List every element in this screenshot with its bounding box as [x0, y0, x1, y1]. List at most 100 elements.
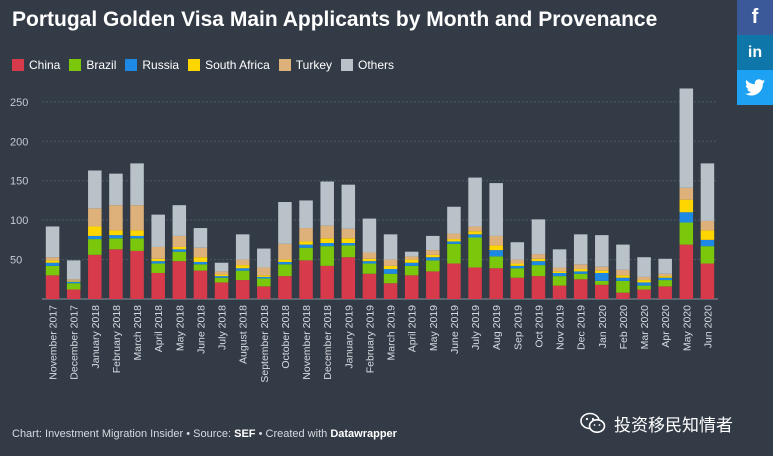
bar-segment: [278, 243, 292, 260]
x-tick-label: Oct 2019: [533, 305, 545, 348]
bar-segment: [595, 266, 609, 271]
bar-segment: [404, 256, 419, 260]
facebook-icon: f: [751, 6, 759, 28]
bar-segment: [278, 259, 292, 262]
bar-segment: [235, 270, 250, 281]
bar-segment: [109, 249, 123, 299]
x-tick-label: January 2018: [90, 305, 102, 369]
bar-segment: [658, 280, 672, 287]
bar-segment: [193, 261, 208, 265]
bar-segment: [616, 275, 630, 278]
y-tick-label: 100: [10, 215, 28, 227]
bar-segment: [447, 241, 461, 244]
bar-segment: [214, 271, 229, 275]
bar-segment: [489, 256, 503, 269]
bar-segment: [109, 235, 123, 239]
bar-segment: [595, 270, 609, 273]
bar-segment: [573, 264, 588, 270]
bar-segment: [45, 265, 60, 276]
bar-segment: [510, 263, 525, 266]
bar-segment: [45, 275, 60, 299]
bar-segment: [193, 228, 208, 248]
bar-segment: [109, 173, 123, 206]
bar-segment: [299, 260, 313, 299]
bar-segment: [193, 270, 208, 299]
bar-segment: [383, 283, 398, 299]
bar-segment: [130, 250, 144, 299]
x-tick-label: April 2019: [407, 305, 419, 352]
bar-segment: [88, 226, 102, 236]
chart-title: Portugal Golden Visa Main Applicants by …: [12, 8, 658, 31]
bar-segment: [45, 257, 60, 261]
bar-segment: [362, 261, 377, 264]
bar-segment: [552, 285, 567, 299]
bar-segment: [426, 250, 440, 255]
bar-segment: [447, 243, 461, 264]
chart-footer: Chart: Investment Migration Insider • So…: [12, 428, 397, 440]
bar-segment: [573, 273, 588, 280]
x-tick-label: Nov 2019: [555, 305, 567, 350]
legend-item-russia: Russia: [125, 58, 179, 72]
bar-segment: [299, 200, 313, 229]
bar-segment: [404, 265, 419, 276]
bar-segment: [320, 181, 334, 226]
bar-segment: [257, 286, 271, 299]
bar-segment: [151, 258, 165, 262]
bar-segment: [637, 282, 651, 286]
x-tick-label: June 2018: [195, 305, 207, 354]
legend-swatch: [69, 59, 82, 71]
bar-segment: [320, 225, 334, 239]
bar-segment: [172, 249, 187, 252]
bar-segment: [447, 233, 461, 240]
x-tick-label: October 2018: [280, 305, 292, 369]
bar-segment: [214, 276, 229, 278]
bar-segment: [341, 245, 356, 258]
bar-segment: [383, 259, 398, 266]
x-tick-label: May 2018: [174, 305, 186, 351]
bar-segment: [531, 219, 546, 255]
x-tick-label: April 2018: [153, 305, 165, 352]
bar-segment: [489, 183, 503, 236]
bar-segment: [510, 259, 525, 264]
bar-segment: [66, 281, 81, 284]
bar-segment: [214, 277, 229, 283]
bar-segment: [700, 220, 715, 231]
bar-segment: [531, 261, 546, 266]
bar-segment: [383, 269, 398, 274]
bar-segment: [573, 279, 588, 299]
bar-segment: [193, 247, 208, 258]
x-tick-label: September 2018: [259, 305, 271, 383]
bar-segment: [531, 265, 546, 277]
bar-segment: [404, 259, 419, 263]
bar-segment: [552, 249, 567, 268]
x-tick-label: Sep 2019: [512, 305, 524, 350]
bar-segment: [278, 276, 292, 299]
legend-item-others: Others: [341, 58, 394, 72]
y-tick-label: 250: [10, 97, 28, 109]
bar-segment: [426, 271, 440, 299]
x-tick-label: July 2018: [217, 305, 229, 350]
bar-segment: [426, 260, 440, 272]
bar-segment: [595, 284, 609, 299]
bar-segment: [531, 254, 546, 259]
bar-segment: [404, 262, 419, 266]
bar-segment: [88, 170, 102, 209]
x-tick-label: Apr 2020: [660, 305, 672, 348]
legend-item-south-africa: South Africa: [188, 58, 270, 72]
bar-segment: [278, 261, 292, 265]
bar-segment: [362, 252, 377, 259]
bar-segment: [700, 239, 715, 247]
bar-segment: [151, 261, 165, 264]
footer-tool[interactable]: Datawrapper: [330, 428, 397, 440]
linkedin-share-button[interactable]: in: [737, 35, 773, 70]
bar-segment: [637, 257, 651, 277]
bar-segment: [404, 251, 419, 257]
bar-segment: [299, 247, 313, 261]
bar-segment: [151, 272, 165, 299]
bar-segment: [404, 275, 419, 299]
twitter-share-button[interactable]: [737, 70, 773, 105]
facebook-share-button[interactable]: f: [737, 0, 773, 35]
bar-segment: [383, 234, 398, 260]
bar-segment: [637, 280, 651, 283]
